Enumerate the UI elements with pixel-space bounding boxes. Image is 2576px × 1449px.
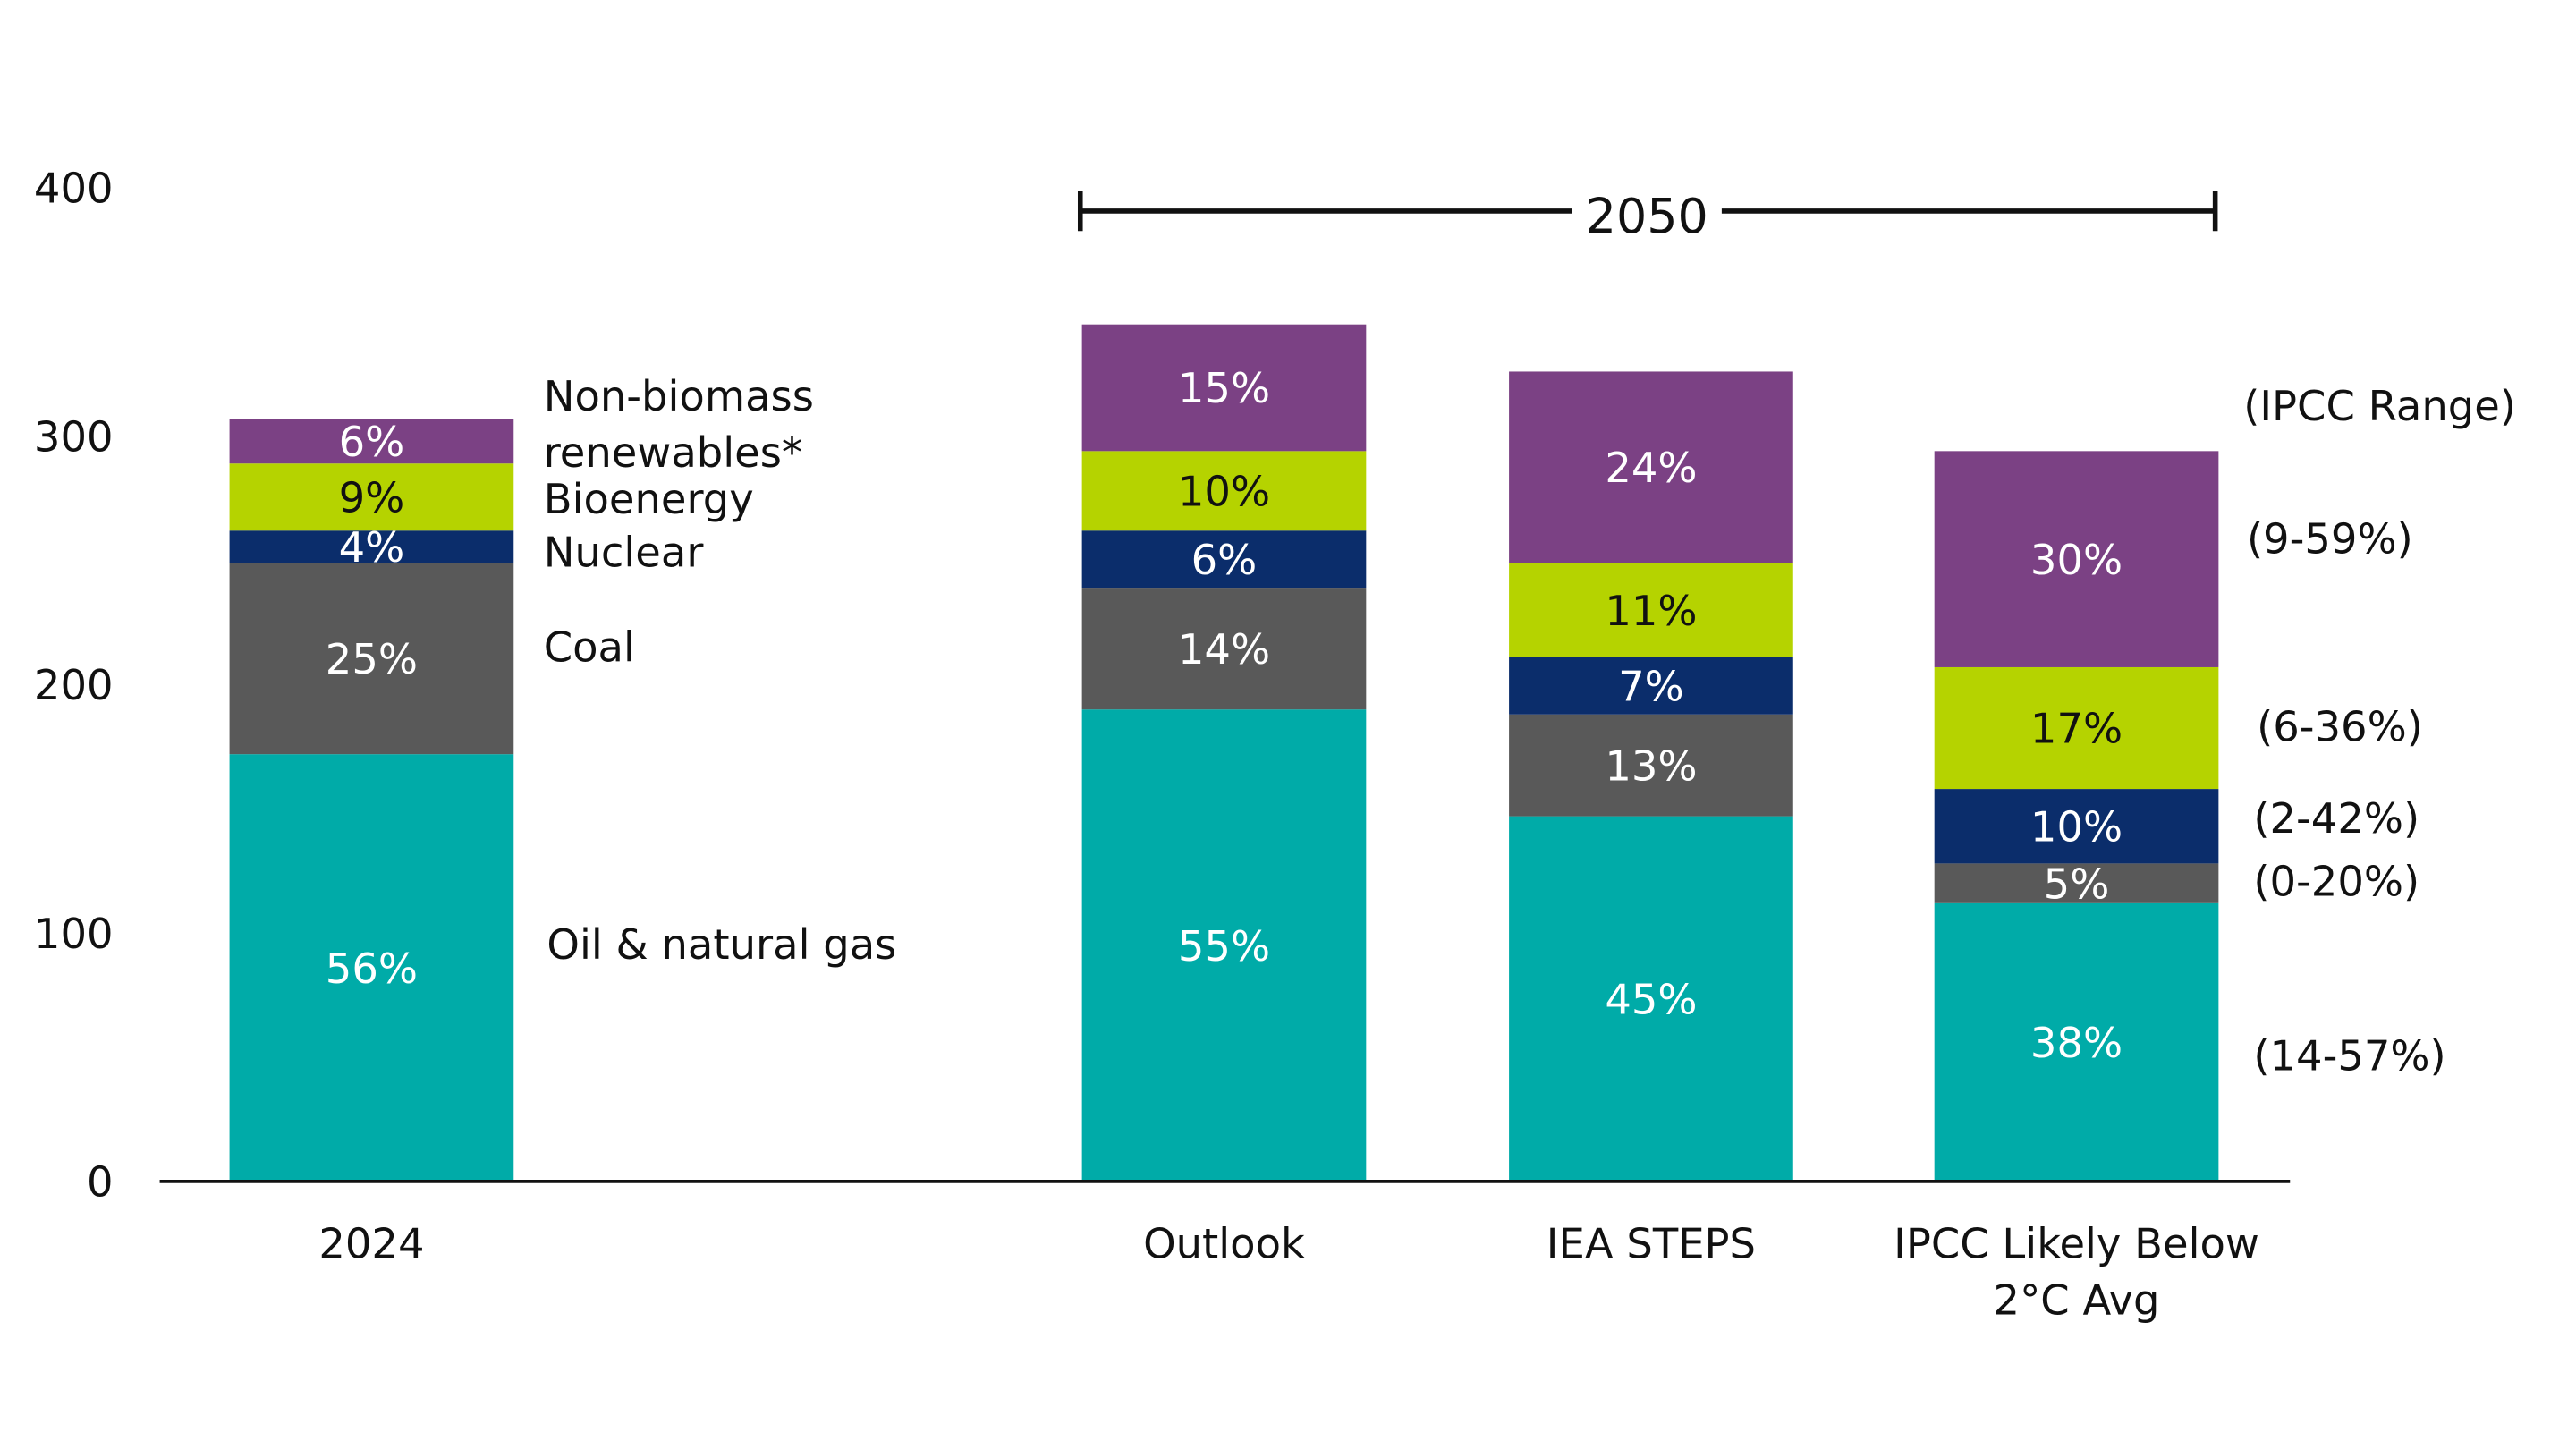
bar-segment (1081, 324, 1367, 452)
y-tick-label: 100 (34, 910, 114, 958)
legend-label: Coal (544, 623, 635, 671)
bar-segment (229, 463, 514, 531)
bar-segment (1509, 371, 1793, 564)
y-axis: 0 100 200 300 400 (34, 165, 114, 1207)
bar-segment (1509, 657, 1793, 715)
data-label: 15% (1178, 364, 1270, 412)
y-tick-label: 300 (34, 412, 114, 461)
bar-segment (229, 530, 514, 564)
bar-segment (1081, 709, 1367, 1182)
data-label: 14% (1178, 625, 1270, 674)
x-tick-label: Outlook (1143, 1219, 1305, 1267)
x-tick-label: IPCC Likely Below (1894, 1219, 2259, 1267)
bar-segment (1934, 902, 2219, 1182)
bar-segment (1509, 563, 1793, 657)
bar-segment (1081, 451, 1367, 531)
data-label: 10% (2030, 802, 2123, 851)
data-label: 6% (1191, 536, 1258, 584)
data-label: 56% (326, 945, 418, 993)
legend-label: Oil & natural gas (547, 920, 896, 969)
data-label: 55% (1178, 922, 1270, 970)
data-label: 24% (1605, 444, 1697, 492)
bar-segment (229, 563, 514, 755)
x-tick-label: 2024 (318, 1219, 424, 1267)
bar-segment (1081, 588, 1367, 710)
legend-label: Nuclear (544, 529, 705, 577)
y-tick-label: 200 (34, 661, 114, 709)
data-label: 30% (2030, 536, 2123, 584)
x-tick-label: IEA STEPS (1546, 1219, 1756, 1267)
x-axis-labels: 2024 Outlook IEA STEPS IPCC Likely Below 2°C… (318, 1219, 2259, 1324)
bar-segment (1934, 666, 2219, 790)
bars: 56% 25% 4%9% 6% 55% 14% 6% 10% 15% 45% 13% 7% 11% 24%… (229, 324, 2219, 1182)
data-label: 38% (2030, 1019, 2123, 1067)
data-label: 6% (339, 418, 405, 466)
group-bracket-2050: 2050 (1077, 188, 2218, 244)
bar-segment (1081, 530, 1367, 589)
x-tick-label: 2°C Avg (1994, 1276, 2160, 1325)
legend-label: renewables* (544, 428, 802, 477)
data-label: 13% (1605, 741, 1697, 790)
data-label: 9% (339, 473, 405, 521)
data-label: 25% (326, 635, 418, 683)
bar-segment (229, 754, 514, 1182)
data-label: 5% (2044, 860, 2110, 908)
ipcc-range-title: (IPCC Range) (2243, 382, 2516, 430)
ipcc-range-label: (0-20%) (2253, 857, 2419, 905)
legend-label: Non-biomass (544, 372, 814, 420)
data-label: 45% (1605, 975, 1697, 1023)
ipcc-range-label: (14-57%) (2253, 1031, 2445, 1080)
data-label: 7% (1618, 663, 1684, 711)
data-label: 4% (339, 523, 405, 572)
ipcc-range-label: (9-59%) (2247, 515, 2413, 564)
bar-segment (1934, 451, 2219, 667)
bar-segment (1509, 714, 1793, 817)
bar-segment (1934, 789, 2219, 864)
group-label: 2050 (1586, 188, 1708, 244)
ipcc-range-label: (2-42%) (2253, 794, 2419, 843)
legend: Oil & natural gas Coal Nuclear Bioenergy Non… (544, 372, 897, 969)
ipcc-range-label: (6-36%) (2257, 703, 2423, 751)
legend-label: Bioenergy (544, 475, 754, 523)
bar-segment (229, 419, 514, 464)
bar-segment (1509, 816, 1793, 1182)
data-label: 10% (1178, 467, 1270, 515)
ipcc-ranges: (IPCC Range) (14-57%) (0-20%) (2-42%) (6-36%… (2243, 382, 2516, 1080)
data-label: 17% (2030, 705, 2123, 753)
y-tick-label: 400 (34, 165, 114, 213)
bar-segment (1934, 863, 2219, 903)
data-label: 11% (1605, 587, 1697, 635)
y-tick-label: 0 (87, 1158, 114, 1207)
